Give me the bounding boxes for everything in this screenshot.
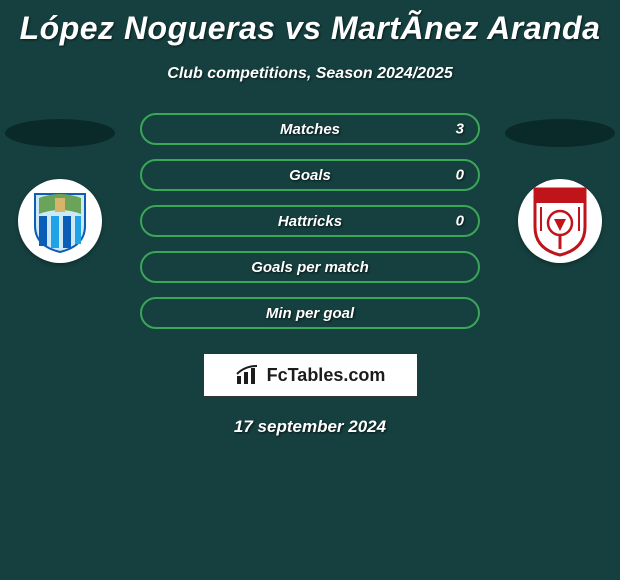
stat-row-hattricks: Hattricks 0 (140, 205, 480, 237)
stat-row-goals-per-match: Goals per match (140, 251, 480, 283)
malaga-badge-icon (25, 186, 95, 256)
stat-label: Matches (280, 121, 340, 138)
brand-label: FcTables.com (267, 365, 386, 386)
stat-row-matches: Matches 3 (140, 113, 480, 145)
granada-badge-icon (529, 183, 591, 259)
left-club-badge (18, 179, 102, 263)
date-label: 17 september 2024 (0, 417, 620, 437)
right-player-column (500, 113, 620, 263)
stat-label: Goals (289, 167, 331, 184)
brand-box[interactable]: FcTables.com (203, 353, 418, 397)
right-oval-shadow (505, 119, 615, 147)
left-player-column (0, 113, 120, 263)
stats-list: Matches 3 Goals 0 Hattricks 0 Goals per … (140, 113, 480, 329)
stat-label: Hattricks (278, 213, 342, 230)
right-club-badge (518, 179, 602, 263)
comparison-panel: Matches 3 Goals 0 Hattricks 0 Goals per … (0, 113, 620, 329)
stat-label: Min per goal (266, 305, 354, 322)
stat-label: Goals per match (251, 259, 369, 276)
stat-value: 0 (456, 213, 464, 230)
stat-value: 0 (456, 167, 464, 184)
stat-value: 3 (456, 121, 464, 138)
subtitle: Club competitions, Season 2024/2025 (0, 65, 620, 83)
bar-chart-icon (235, 364, 263, 386)
stat-row-goals: Goals 0 (140, 159, 480, 191)
left-oval-shadow (5, 119, 115, 147)
stat-row-min-per-goal: Min per goal (140, 297, 480, 329)
page-title: López Nogueras vs MartÃ­nez Aranda (0, 0, 620, 47)
